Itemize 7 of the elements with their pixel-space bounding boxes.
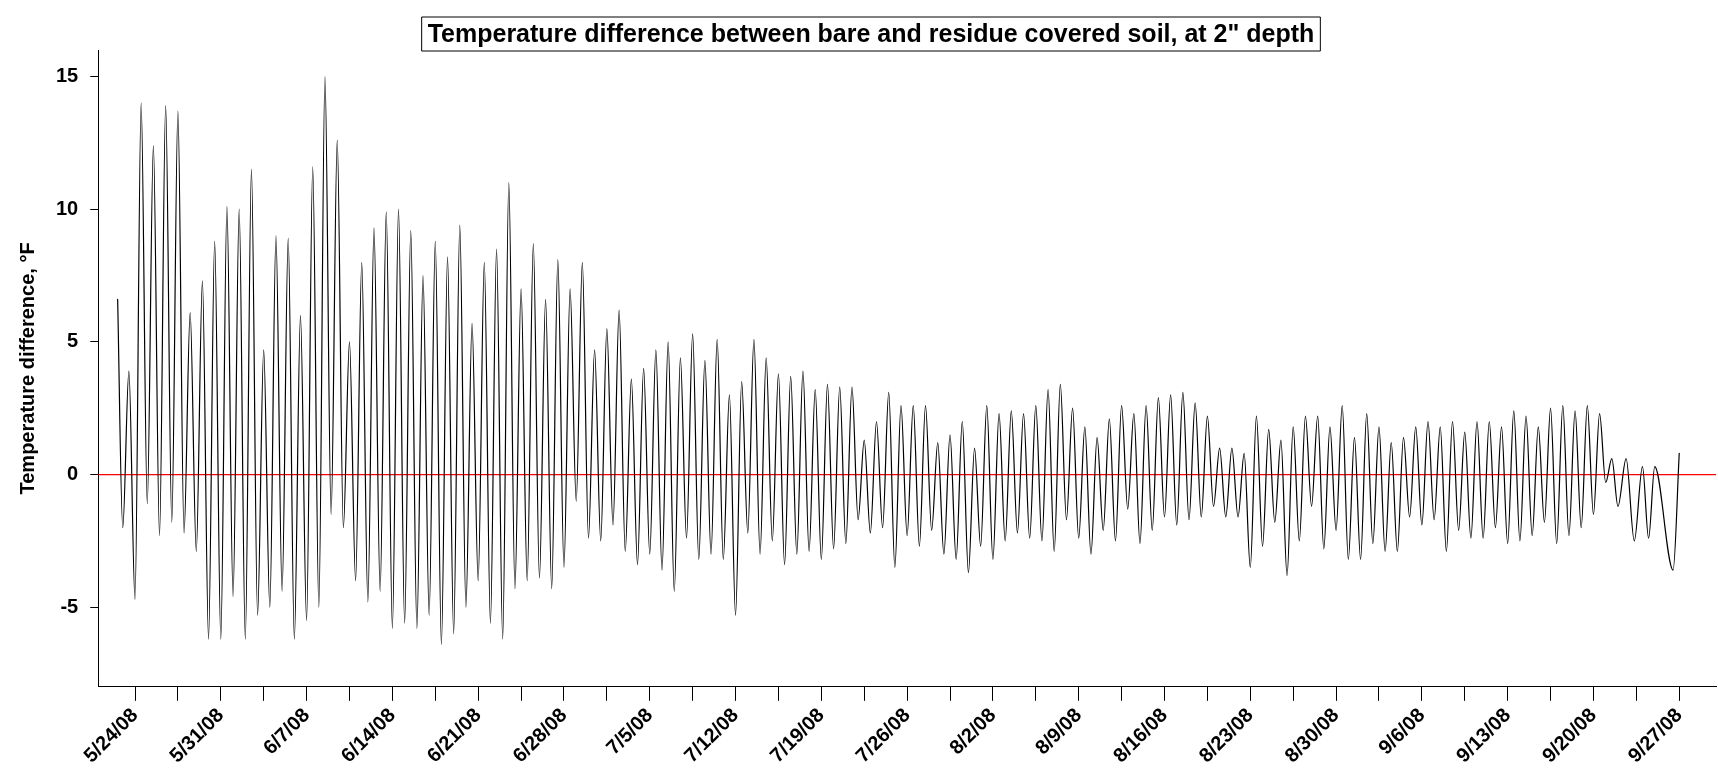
y-tick-label: 0	[67, 462, 79, 485]
y-tick-label: 10	[56, 196, 79, 219]
chart-title: Temperature difference between bare and residue covered soil, at 2" depth	[427, 18, 1315, 47]
y-axis-title: Temperature difference, °F	[15, 242, 38, 495]
y-tick-label: 15	[56, 64, 79, 87]
y-tick-label: 5	[67, 329, 79, 352]
y-tick-label: -5	[60, 594, 79, 617]
